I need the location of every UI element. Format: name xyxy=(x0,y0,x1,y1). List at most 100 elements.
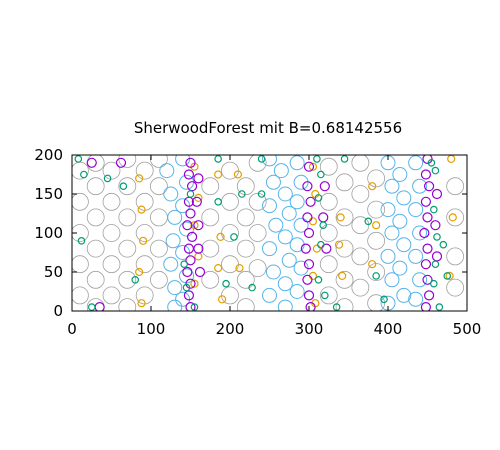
y-tick-label-0: 0 xyxy=(53,302,63,320)
point-orange-13 xyxy=(218,295,227,304)
point-gray-59 xyxy=(335,298,354,311)
point-orange-22 xyxy=(336,213,345,222)
point-purple-36 xyxy=(423,181,435,192)
point-gray-42 xyxy=(236,208,255,227)
point-purple-42 xyxy=(422,274,433,285)
point-blue-45 xyxy=(396,237,412,253)
point-blue-53 xyxy=(412,272,428,288)
point-blue-20 xyxy=(262,287,277,303)
point-teal-24 xyxy=(314,275,323,284)
point-gray-54 xyxy=(319,286,338,305)
point-teal-22 xyxy=(319,221,328,230)
point-purple-35 xyxy=(420,169,432,180)
point-teal-12 xyxy=(214,198,222,206)
point-orange-26 xyxy=(372,221,381,230)
point-gray-71 xyxy=(446,208,465,227)
point-orange-0 xyxy=(135,174,144,183)
point-gray-58 xyxy=(335,270,354,289)
point-purple-1 xyxy=(94,302,105,311)
point-gray-49 xyxy=(248,259,267,278)
point-orange-28 xyxy=(447,155,456,163)
point-orange-29 xyxy=(448,213,457,222)
point-gray-7 xyxy=(86,208,105,227)
point-purple-22 xyxy=(302,181,313,192)
point-orange-10 xyxy=(214,170,223,179)
point-gray-11 xyxy=(102,161,121,180)
point-gray-37 xyxy=(221,192,239,211)
point-teal-30 xyxy=(380,295,388,304)
point-purple-39 xyxy=(419,227,430,239)
point-teal-26 xyxy=(332,303,341,311)
point-purple-4 xyxy=(183,169,195,180)
point-gray-73 xyxy=(446,278,465,297)
point-gray-48 xyxy=(248,224,267,242)
point-orange-11 xyxy=(216,232,225,241)
x-tick-label-4: 400 xyxy=(374,320,403,338)
point-purple-41 xyxy=(420,259,432,270)
point-blue-16 xyxy=(262,198,277,214)
chart-title: SherwoodForest mit B=0.68142556 xyxy=(134,119,402,137)
point-purple-12 xyxy=(182,266,193,278)
point-gray-20 xyxy=(118,270,137,289)
point-blue-50 xyxy=(408,202,424,218)
point-gray-62 xyxy=(351,216,370,235)
point-teal-25 xyxy=(320,291,329,300)
point-teal-28 xyxy=(364,217,373,226)
point-purple-13 xyxy=(185,278,196,289)
point-orange-16 xyxy=(308,162,318,171)
point-gray-35 xyxy=(201,270,220,289)
point-purple-15 xyxy=(185,302,196,311)
point-orange-23 xyxy=(334,240,344,249)
point-gray-6 xyxy=(86,177,105,196)
point-gray-43 xyxy=(236,239,255,258)
point-blue-23 xyxy=(281,206,297,221)
point-teal-21 xyxy=(314,194,323,202)
point-teal-6 xyxy=(131,275,140,284)
point-purple-32 xyxy=(318,212,329,223)
point-orange-4 xyxy=(137,299,146,308)
point-purple-9 xyxy=(186,231,198,242)
point-teal-8 xyxy=(180,260,188,269)
point-purple-7 xyxy=(185,208,196,219)
point-gray-65 xyxy=(367,169,386,188)
point-gray-53 xyxy=(319,255,338,274)
point-gray-57 xyxy=(335,239,354,258)
point-teal-39 xyxy=(443,272,452,280)
x-tick-label-5: 500 xyxy=(453,320,482,338)
x-tick-label-2: 200 xyxy=(216,320,245,338)
point-gray-12 xyxy=(102,192,121,211)
x-tick-label-3: 300 xyxy=(295,320,324,338)
point-blue-37 xyxy=(380,202,396,218)
point-purple-29 xyxy=(303,290,315,301)
point-orange-30 xyxy=(445,271,454,280)
point-blue-49 xyxy=(412,178,428,194)
point-teal-3 xyxy=(77,237,86,245)
point-gray-17 xyxy=(118,177,137,196)
point-teal-36 xyxy=(430,279,438,288)
y-tick-label-3: 150 xyxy=(34,185,63,203)
point-purple-27 xyxy=(303,259,315,270)
point-gray-41 xyxy=(236,177,255,196)
y-tick-label-2: 100 xyxy=(34,224,63,242)
point-blue-27 xyxy=(277,299,293,311)
point-gray-1 xyxy=(72,192,89,211)
point-teal-37 xyxy=(435,303,444,311)
point-teal-10 xyxy=(190,303,199,311)
point-blue-42 xyxy=(392,167,408,182)
point-orange-15 xyxy=(235,264,244,273)
point-gray-55 xyxy=(335,173,354,192)
point-blue-40 xyxy=(384,272,400,288)
point-orange-8 xyxy=(194,252,203,261)
point-gray-9 xyxy=(86,270,105,289)
point-gray-30 xyxy=(149,239,168,258)
y-tick-label-1: 50 xyxy=(44,263,63,281)
point-gray-46 xyxy=(248,155,267,172)
point-teal-16 xyxy=(257,155,266,163)
point-blue-5 xyxy=(167,280,183,296)
point-gray-51 xyxy=(319,192,338,211)
point-gray-15 xyxy=(102,286,121,305)
point-purple-19 xyxy=(193,243,204,254)
point-purple-30 xyxy=(305,302,316,311)
point-teal-18 xyxy=(248,283,256,292)
